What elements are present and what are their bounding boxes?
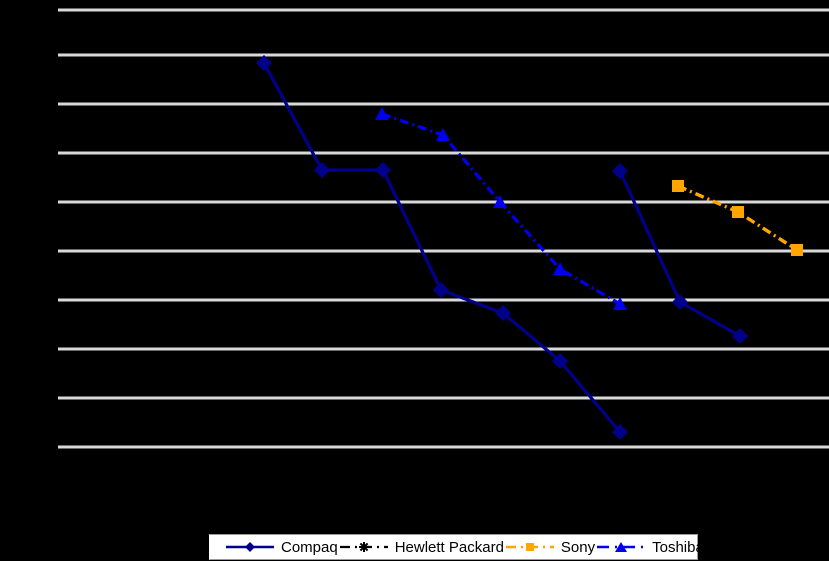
legend-sample-compaq [226, 542, 274, 552]
data-point-marker [433, 282, 449, 298]
legend-sample-toshiba [597, 542, 646, 552]
legend-entry-hewlett-packard[interactable]: Hewlett Packard [338, 535, 504, 559]
gridlines [58, 8, 829, 449]
data-point-marker [256, 55, 272, 71]
series-toshiba [375, 107, 627, 310]
data-point-marker [375, 107, 389, 120]
legend-label-compaq: Compaq [281, 538, 338, 556]
data-point-marker [672, 180, 684, 192]
data-point-marker [612, 424, 628, 440]
data-point-marker [493, 195, 507, 208]
data-point-marker [732, 328, 748, 344]
series-sony [672, 180, 803, 256]
data-point-marker [436, 128, 450, 141]
data-point-marker [495, 305, 511, 321]
legend-entry-sony[interactable]: Sony [504, 535, 595, 559]
legend-entry-toshiba[interactable]: Toshiba [595, 535, 704, 559]
data-point-marker [314, 162, 330, 178]
data-point-marker [553, 262, 567, 275]
legend-label-toshiba: Toshiba [652, 538, 704, 556]
data-point-marker [612, 163, 628, 179]
series-compaq-part2 [612, 163, 748, 344]
chart-legend: Compaq Hewlett Packard Sony [209, 534, 704, 560]
series-compaq-part1 [256, 55, 628, 440]
legend-entry-compaq[interactable]: Compaq [224, 535, 338, 559]
legend-sample-sony [505, 543, 554, 551]
legend-label-hewlett-packard: Hewlett Packard [394, 538, 504, 556]
data-point-marker [672, 294, 688, 310]
legend-sample-hewlett-packard [339, 542, 388, 552]
data-point-marker [552, 353, 568, 369]
data-point-marker [732, 206, 744, 218]
data-point-marker [375, 162, 391, 178]
legend-label-sony: Sony [560, 538, 596, 556]
data-point-marker [791, 244, 803, 256]
data-point-marker [613, 297, 627, 310]
